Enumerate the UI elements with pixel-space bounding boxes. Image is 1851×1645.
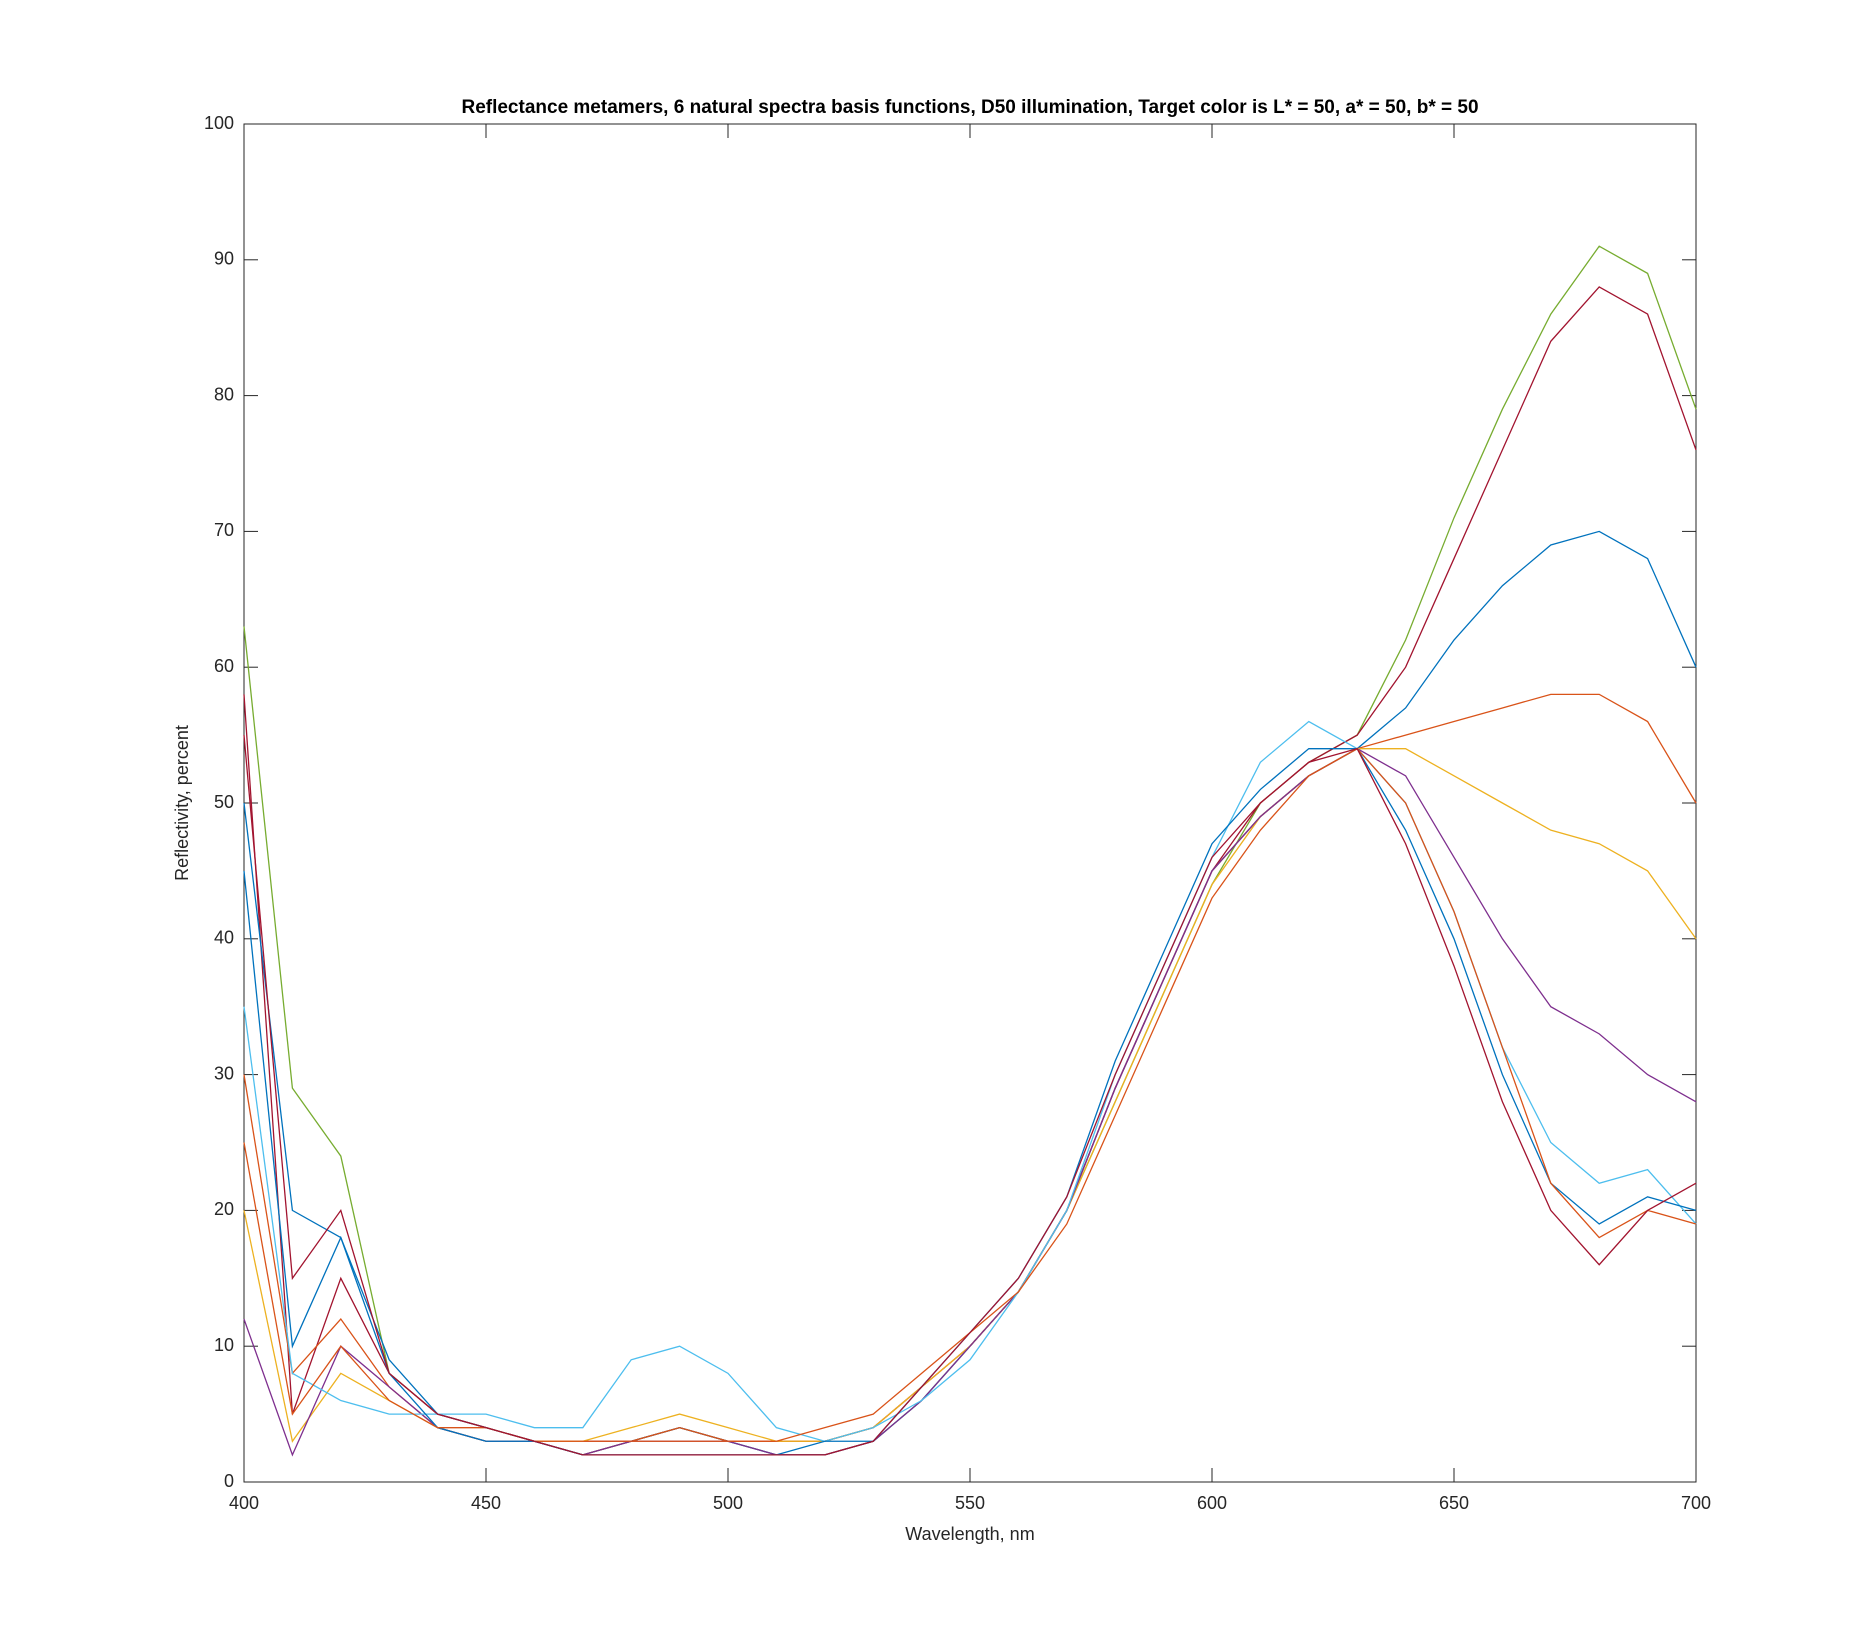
x-tick-label: 650 (1439, 1493, 1469, 1513)
x-tick-label: 600 (1197, 1493, 1227, 1513)
x-tick-label: 500 (713, 1493, 743, 1513)
plot-box (243, 123, 1697, 1483)
y-tick-label: 60 (214, 656, 234, 676)
chart-title: Reflectance metamers, 6 natural spectra … (461, 97, 1478, 118)
y-tick-label: 100 (204, 113, 234, 133)
x-axis-label: Wavelength, nm (905, 1524, 1034, 1544)
x-tick-label: 550 (955, 1493, 985, 1513)
y-tick-label: 50 (214, 792, 234, 812)
y-tick-label: 80 (214, 384, 234, 404)
y-axis-label: Reflectivity, percent (172, 725, 192, 881)
series-line (243, 735, 1697, 1456)
x-tick-label: 400 (229, 1493, 259, 1513)
y-tick-label: 10 (214, 1335, 234, 1355)
y-tick-label: 40 (214, 928, 234, 948)
y-tick-label: 70 (214, 520, 234, 540)
y-tick-label: 90 (214, 249, 234, 269)
y-tick-label: 0 (224, 1471, 234, 1491)
x-tick-label: 450 (471, 1493, 501, 1513)
x-tick-label: 700 (1681, 1493, 1711, 1513)
y-tick-label: 20 (214, 1199, 234, 1219)
y-tick-label: 30 (214, 1063, 234, 1083)
